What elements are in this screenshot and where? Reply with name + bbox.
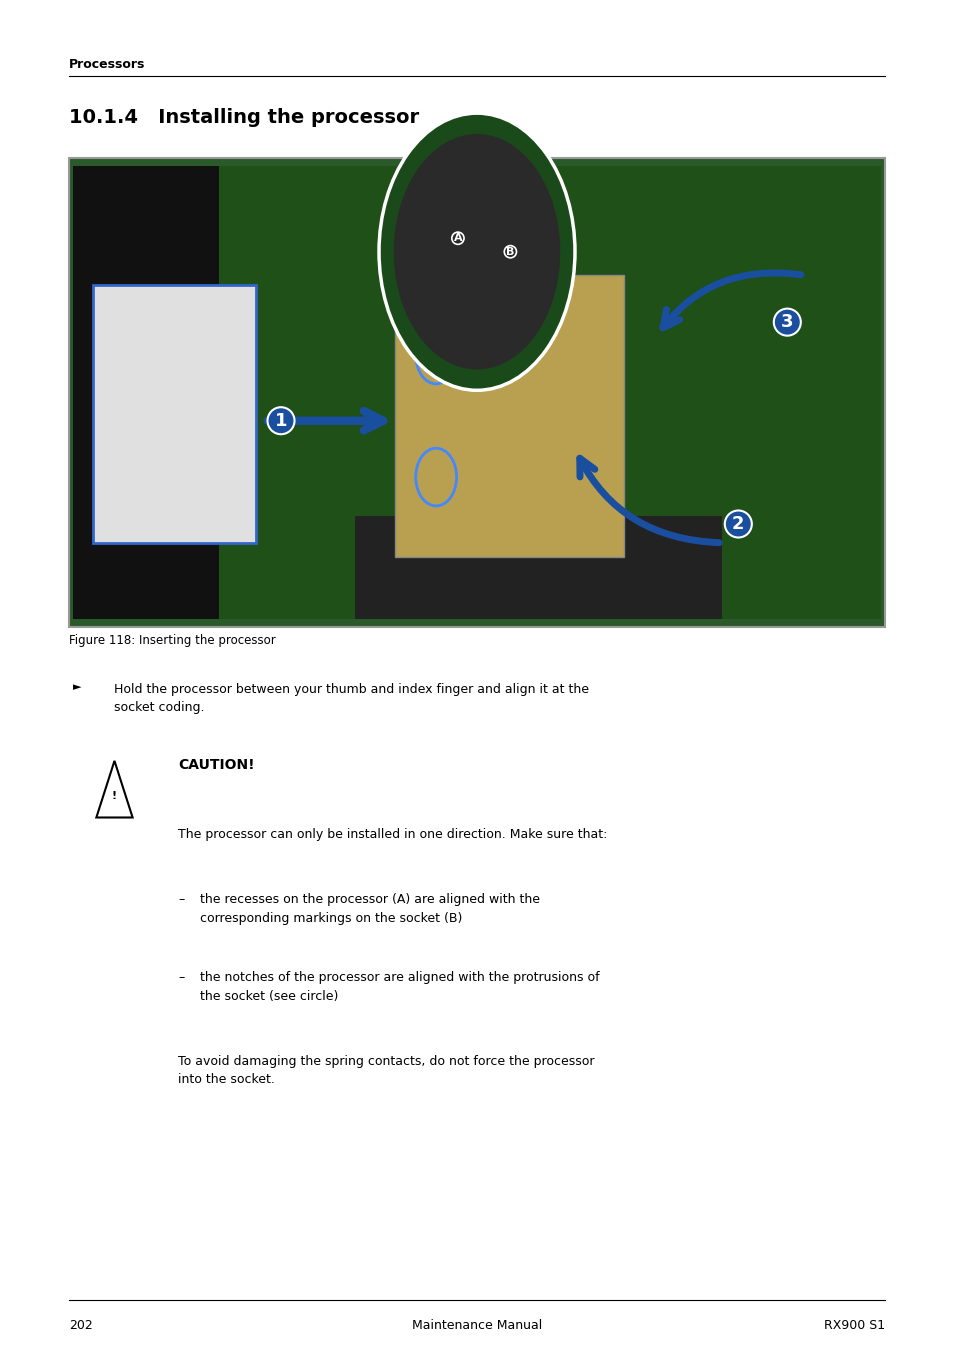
Text: Processors: Processors xyxy=(69,58,145,71)
FancyBboxPatch shape xyxy=(72,166,219,619)
Text: the notches of the processor are aligned with the protrusions of
the socket (see: the notches of the processor are aligned… xyxy=(200,971,599,1002)
Text: ►: ► xyxy=(73,683,82,692)
Text: 2: 2 xyxy=(731,515,743,533)
Text: the recesses on the processor (A) are aligned with the
corresponding markings on: the recesses on the processor (A) are al… xyxy=(200,893,539,924)
Circle shape xyxy=(378,113,575,390)
Text: To avoid damaging the spring contacts, do not force the processor
into the socke: To avoid damaging the spring contacts, d… xyxy=(178,1055,595,1086)
Text: 10.1.4   Installing the processor: 10.1.4 Installing the processor xyxy=(69,108,418,127)
Text: 3: 3 xyxy=(781,313,793,331)
Text: 1: 1 xyxy=(274,411,287,430)
FancyBboxPatch shape xyxy=(395,275,623,557)
Text: !: ! xyxy=(112,791,117,801)
Text: –: – xyxy=(178,893,185,907)
FancyBboxPatch shape xyxy=(69,158,884,627)
Text: Maintenance Manual: Maintenance Manual xyxy=(412,1319,541,1333)
Text: The processor can only be installed in one direction. Make sure that:: The processor can only be installed in o… xyxy=(178,828,607,842)
Circle shape xyxy=(394,134,559,370)
Polygon shape xyxy=(96,761,132,817)
FancyBboxPatch shape xyxy=(72,166,881,619)
Text: Figure 118: Inserting the processor: Figure 118: Inserting the processor xyxy=(69,634,275,648)
FancyBboxPatch shape xyxy=(355,515,721,619)
Text: CAUTION!: CAUTION! xyxy=(178,758,254,772)
Text: 202: 202 xyxy=(69,1319,92,1333)
FancyBboxPatch shape xyxy=(92,285,255,542)
Text: B: B xyxy=(506,247,514,256)
Text: A: A xyxy=(453,233,462,243)
Text: –: – xyxy=(178,971,185,985)
Text: RX900 S1: RX900 S1 xyxy=(823,1319,884,1333)
Text: Hold the processor between your thumb and index finger and align it at the
socke: Hold the processor between your thumb an… xyxy=(114,683,589,714)
